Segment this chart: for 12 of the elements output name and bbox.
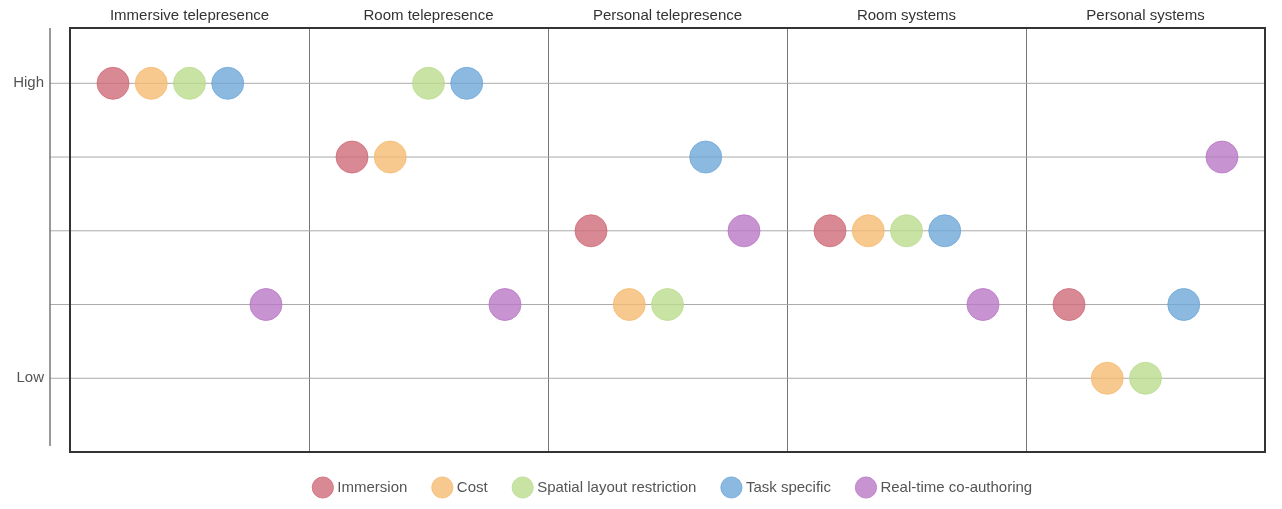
x-tick-label: Personal systems xyxy=(1086,6,1205,24)
legend-label: Spatial layout restriction xyxy=(537,477,697,495)
legend-label: Task specific xyxy=(745,477,832,495)
x-tick-label: Room telepresence xyxy=(363,6,494,24)
x-tick-label: Immersive telepresence xyxy=(109,6,270,24)
text: High xyxy=(13,73,44,91)
legend-label: Cost xyxy=(456,477,489,495)
x-tick-label: Personal telepresence xyxy=(592,6,743,24)
x-tick-label: Room systems xyxy=(856,6,957,24)
legend-label: Real-time co-authoring xyxy=(880,477,1033,495)
legend-label: Immersion xyxy=(337,477,408,495)
text: Low xyxy=(16,368,45,386)
